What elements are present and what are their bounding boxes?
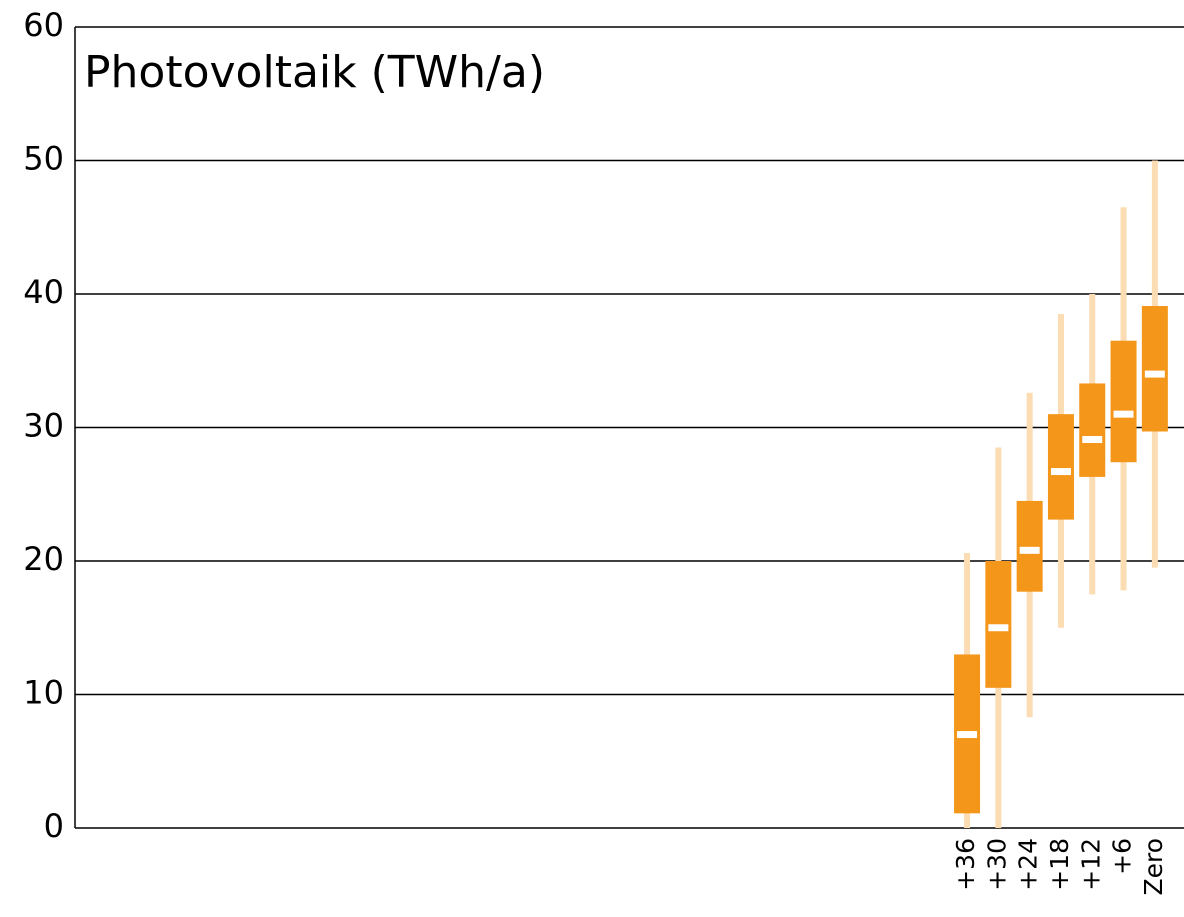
x-tick-label: +30	[982, 838, 1011, 891]
median	[1144, 370, 1165, 378]
x-tick-label: +6	[1108, 838, 1137, 875]
box	[1110, 340, 1137, 463]
y-tick-label: 60	[23, 6, 64, 44]
median	[1082, 436, 1103, 444]
box	[1079, 383, 1106, 477]
median	[988, 624, 1009, 632]
x-tick-label: +24	[1014, 838, 1043, 891]
y-tick-label: 0	[44, 807, 64, 845]
x-tick-label: +18	[1045, 838, 1074, 891]
median	[1113, 410, 1134, 418]
x-tick-label: +12	[1076, 838, 1105, 891]
box	[1047, 414, 1074, 520]
x-tick-label: Zero	[1139, 838, 1168, 896]
y-tick-label: 40	[23, 273, 64, 311]
y-tick-label: 20	[23, 540, 64, 578]
y-tick-label: 10	[23, 674, 64, 712]
y-tick-label: 30	[23, 407, 64, 445]
box	[1016, 500, 1043, 592]
y-tick-label: 50	[23, 140, 64, 178]
median	[1050, 468, 1071, 476]
median	[1019, 546, 1040, 554]
x-tick-label: +36	[951, 838, 980, 891]
box	[1141, 306, 1168, 432]
chart-title: Photovoltaik (TWh/a)	[84, 47, 545, 98]
median	[957, 731, 978, 739]
